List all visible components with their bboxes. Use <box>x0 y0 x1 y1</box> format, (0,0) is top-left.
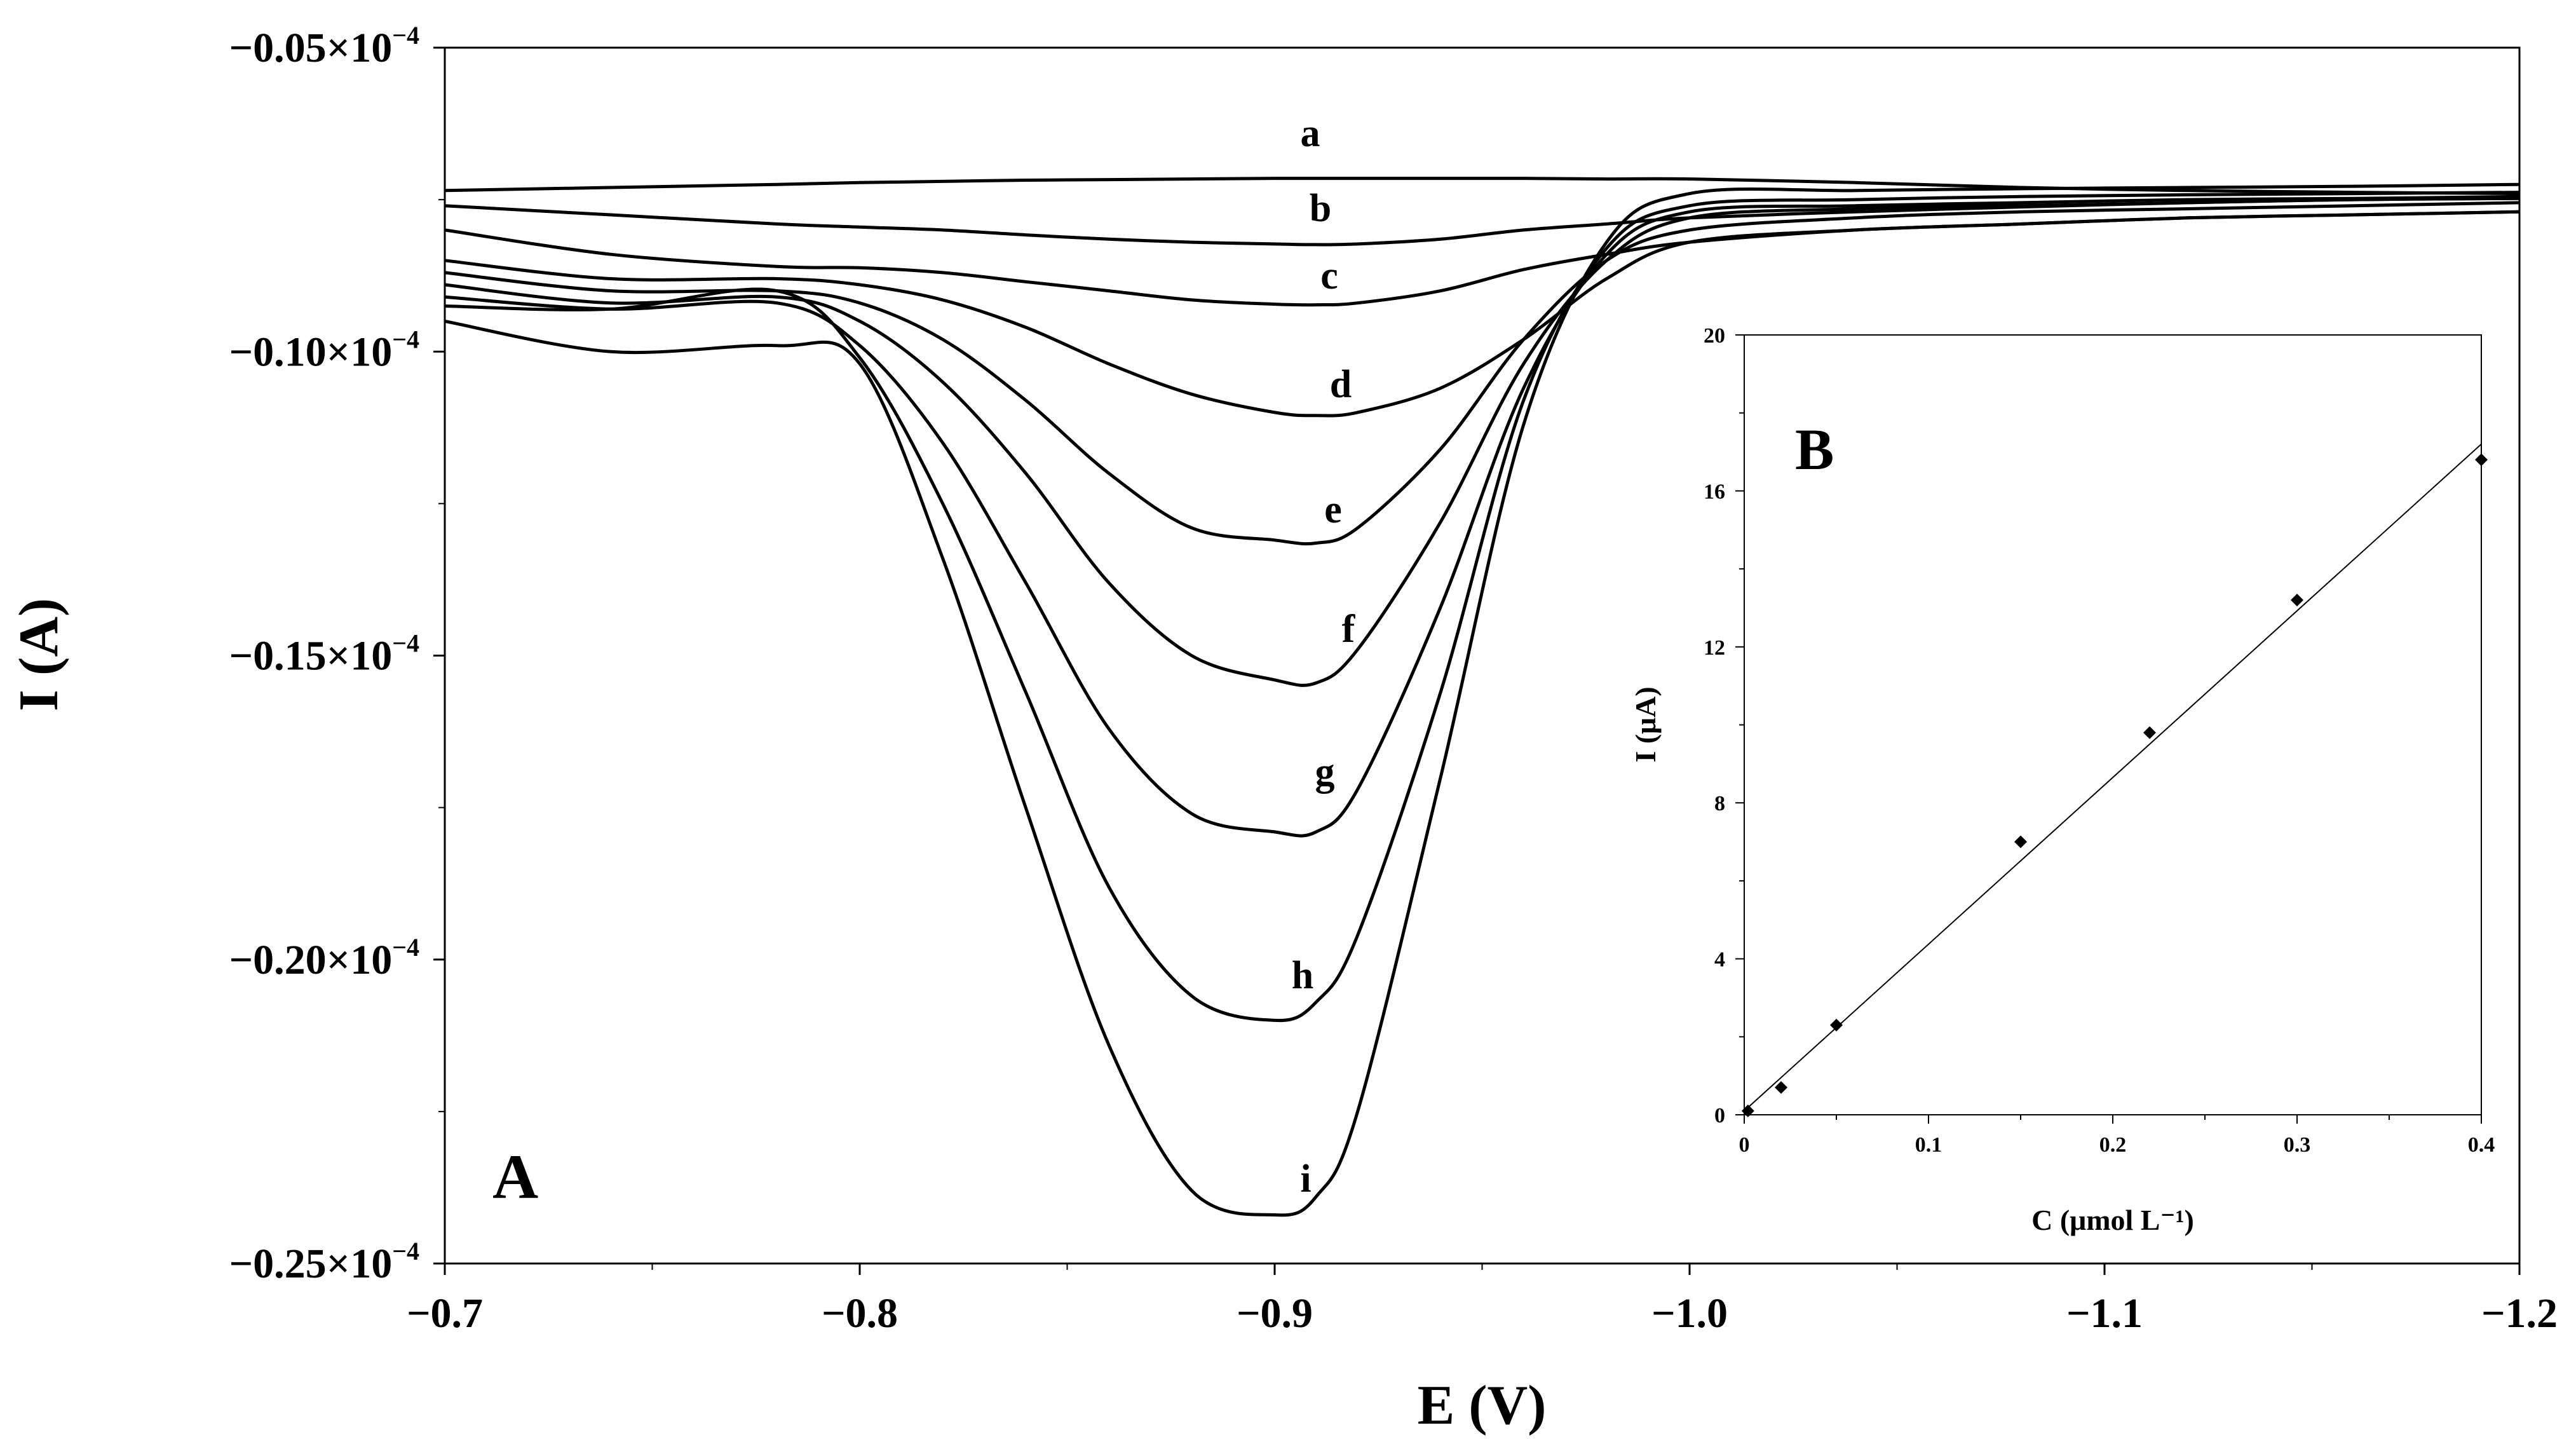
inset-x-tick-label: 0.3 <box>2284 1133 2311 1157</box>
main-curve-labels: abc d e f g h i <box>1292 112 1356 1201</box>
x-tick-label: −0.7 <box>407 1290 483 1337</box>
curve-label-e: e <box>1324 488 1342 531</box>
inset-fit-group <box>1744 444 2482 1112</box>
inset-x-tick-label: 0 <box>1739 1133 1750 1157</box>
series-line-f <box>444 196 2520 687</box>
inset-y-axis-ticks: 0 4 8 12 16 20 <box>1704 324 1744 1127</box>
x-tick-label: −1.1 <box>2066 1290 2143 1337</box>
curve-label-c: c <box>1320 254 1338 297</box>
x-tick-label: −0.9 <box>1237 1290 1313 1337</box>
y-tick-label: −0.25×10−4 <box>229 1237 419 1287</box>
inset-chart: 0 0.1 0.2 0.3 0.4 0 4 8 12 16 20 C (μmol L⁻¹) I (… <box>1629 324 2495 1236</box>
series-line-i <box>444 182 2520 1217</box>
y-tick-label: −0.20×10−4 <box>229 933 419 983</box>
curve-label-d: d <box>1330 363 1352 406</box>
inset-y-tick-label: 12 <box>1704 636 1725 660</box>
curve-label-h: h <box>1292 954 1313 997</box>
main-y-axis-title: I (A) <box>8 598 70 711</box>
curve-label-a: a <box>1301 112 1320 155</box>
main-x-axis-title: E (V) <box>1418 1375 1547 1436</box>
inset-y-tick-label: 20 <box>1704 324 1725 348</box>
fit-line <box>1744 444 2482 1112</box>
inset-background <box>1744 335 2481 1115</box>
main-y-axis-ticks: −0.05×10−4 −0.10×10−4 −0.15×10−4 −0.20×10−4… <box>229 21 445 1287</box>
main-x-axis-ticks: −0.7 −0.8 −0.9 −1.0 −1.1 −1.2 <box>407 1264 2558 1337</box>
y-tick-label: −0.15×10−4 <box>229 629 419 679</box>
data-point <box>2291 594 2303 607</box>
x-tick-label: −0.8 <box>822 1290 898 1337</box>
curve-label-f: f <box>1342 608 1356 651</box>
data-point <box>2475 453 2488 467</box>
x-tick-label: −1.2 <box>2481 1290 2558 1337</box>
inset-x-axis-ticks: 0 0.1 0.2 0.3 0.4 <box>1739 1115 2495 1157</box>
inset-x-tick-label: 0.4 <box>2468 1133 2495 1157</box>
inset-x-axis-title: C (μmol L⁻¹) <box>2031 1204 2194 1236</box>
y-tick-label: −0.05×10−4 <box>229 21 419 71</box>
inset-x-tick-label: 0.1 <box>1915 1133 1942 1157</box>
curve-label-b: b <box>1310 187 1331 230</box>
inset-points-group <box>1741 453 2488 1117</box>
panel-label-a: A <box>492 1141 538 1212</box>
series-line-g <box>444 194 2520 838</box>
data-point <box>1741 1104 1754 1117</box>
inset-y-tick-label: 16 <box>1704 480 1725 503</box>
inset-y-axis-title: I (μA) <box>1629 686 1662 762</box>
x-tick-label: −1.0 <box>1651 1290 1728 1337</box>
inset-y-tick-label: 8 <box>1714 792 1725 815</box>
main-series-group <box>444 177 2520 1217</box>
inset-y-tick-label: 4 <box>1714 948 1725 972</box>
series-line-d <box>444 210 2520 418</box>
data-point <box>2014 835 2027 848</box>
curve-label-i: i <box>1300 1157 1311 1201</box>
series-line-h <box>444 191 2520 1023</box>
main-chart: −0.7 −0.8 −0.9 −1.0 −1.1 −1.2 −0.05×10−4 −0.10… <box>8 21 2558 1436</box>
inset-x-tick-label: 0.2 <box>2099 1133 2127 1157</box>
y-tick-label: −0.10×10−4 <box>229 325 419 375</box>
data-point <box>1830 1018 1843 1032</box>
series-line-b <box>444 196 2520 247</box>
data-point <box>2143 726 2156 739</box>
curve-label-g: g <box>1315 751 1335 794</box>
data-point <box>1775 1081 1787 1094</box>
series-line-e <box>444 201 2520 546</box>
panel-label-b: B <box>1795 417 1834 482</box>
inset-y-tick-label: 0 <box>1714 1104 1725 1127</box>
